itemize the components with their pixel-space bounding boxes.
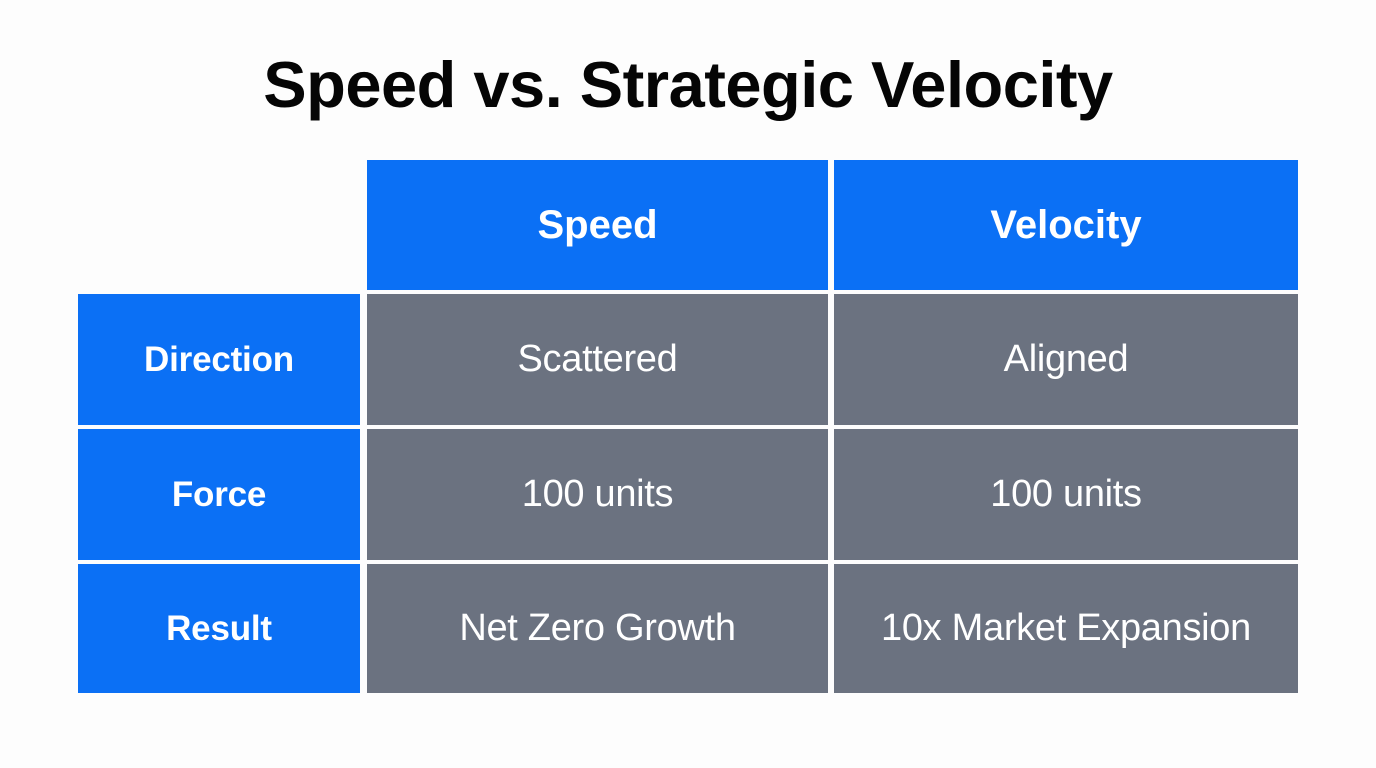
column-header-velocity: Velocity [834,160,1298,290]
cell-direction-velocity: Aligned [834,294,1298,425]
table-row: Result Net Zero Growth 10x Market Expans… [78,564,1298,693]
table-row: Force 100 units 100 units [78,429,1298,560]
cell-force-speed: 100 units [367,429,828,560]
row-label-direction: Direction [78,294,360,425]
cell-result-speed: Net Zero Growth [367,564,828,693]
row-label-result: Result [78,564,360,693]
row-label-force: Force [78,429,360,560]
table-row: Direction Scattered Aligned [78,294,1298,425]
page-title: Speed vs. Strategic Velocity [263,48,1113,121]
cell-force-velocity: 100 units [834,429,1298,560]
table-corner-cell [78,160,360,290]
column-header-speed: Speed [367,160,828,290]
cell-direction-speed: Scattered [367,294,828,425]
table-header-row: Speed Velocity [78,160,1298,290]
cell-result-velocity: 10x Market Expansion [834,564,1298,693]
comparison-table: Speed Velocity Direction Scattered Align… [78,160,1298,693]
